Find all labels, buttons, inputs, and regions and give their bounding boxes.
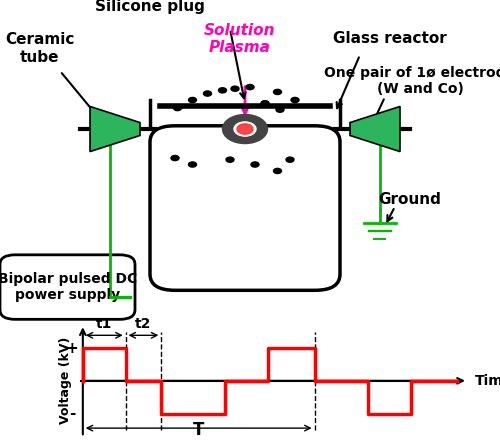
Circle shape [226,157,234,162]
Text: Ground: Ground [378,193,442,207]
Text: Bipolar pulsed DC
power supply: Bipolar pulsed DC power supply [0,272,137,302]
FancyBboxPatch shape [150,126,340,290]
Circle shape [204,91,212,96]
Circle shape [171,155,179,161]
Text: t1: t1 [96,317,112,331]
Circle shape [174,105,182,111]
Text: +: + [66,340,78,356]
Circle shape [234,122,256,136]
Bar [155,129,335,194]
Text: Glass reactor: Glass reactor [333,31,447,46]
Circle shape [291,97,299,103]
Text: Time(s): Time(s) [475,374,500,388]
Circle shape [231,86,239,91]
Circle shape [286,157,294,162]
Text: One pair of 1ø electrode
(W and Co): One pair of 1ø electrode (W and Co) [324,65,500,96]
Circle shape [222,115,268,143]
Circle shape [188,162,196,167]
Circle shape [261,101,269,106]
Circle shape [188,97,196,103]
Circle shape [218,88,226,93]
Circle shape [274,168,281,173]
Circle shape [274,89,281,95]
Circle shape [251,162,259,167]
FancyBboxPatch shape [0,255,135,319]
Text: t2: t2 [135,317,152,331]
Circle shape [246,85,254,90]
Text: Solution
Plasma: Solution Plasma [204,22,276,55]
Circle shape [237,124,253,134]
Polygon shape [350,107,400,151]
Circle shape [276,107,284,112]
Text: Voltage (kV): Voltage (kV) [58,337,71,425]
Text: Ceramic
tube: Ceramic tube [6,32,74,65]
Polygon shape [90,107,140,151]
Text: Silicone plug: Silicone plug [95,0,205,14]
Text: -: - [69,406,75,421]
Text: T: T [193,422,204,439]
